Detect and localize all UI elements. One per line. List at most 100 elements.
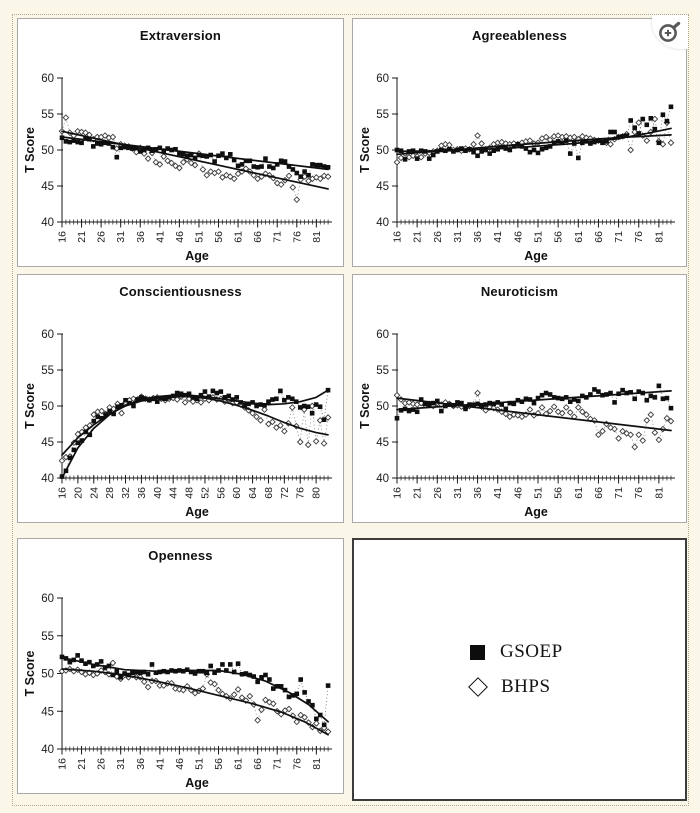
panel-neuroticism: Neuroticism 40 45 50 55 60 16 21 26 31 36 41 46 51 56…: [352, 274, 687, 523]
svg-text:61: 61: [233, 231, 245, 243]
svg-text:50: 50: [41, 669, 54, 681]
svg-text:46: 46: [512, 231, 524, 243]
svg-text:45: 45: [41, 181, 54, 193]
svg-text:Age: Age: [185, 776, 209, 790]
svg-text:31: 31: [115, 758, 127, 770]
svg-text:41: 41: [492, 487, 504, 499]
svg-text:21: 21: [412, 487, 424, 499]
svg-text:68: 68: [263, 487, 275, 499]
svg-text:Age: Age: [524, 249, 548, 263]
svg-text:40: 40: [376, 217, 389, 229]
svg-text:40: 40: [41, 744, 54, 756]
svg-text:24: 24: [88, 487, 100, 499]
svg-text:55: 55: [41, 109, 54, 121]
svg-text:76: 76: [291, 758, 303, 770]
svg-text:45: 45: [41, 706, 54, 718]
svg-text:56: 56: [553, 231, 565, 243]
chart-title: Conscientiousness: [119, 284, 242, 299]
svg-text:31: 31: [452, 231, 464, 243]
svg-text:45: 45: [41, 437, 54, 449]
legend-item-gsoep: GSOEP: [470, 641, 685, 663]
svg-text:21: 21: [76, 231, 88, 243]
svg-text:76: 76: [633, 487, 645, 499]
svg-text:61: 61: [573, 487, 585, 499]
svg-text:21: 21: [412, 231, 424, 243]
svg-text:45: 45: [376, 437, 389, 449]
svg-text:52: 52: [199, 487, 211, 499]
zoom-in-badge[interactable]: [652, 15, 688, 49]
svg-text:Age: Age: [185, 505, 209, 519]
svg-text:81: 81: [653, 487, 665, 499]
svg-text:T Score: T Score: [23, 127, 37, 173]
panel-conscientiousness: Conscientiousness 40 45 50 55 60 16 20 24 28 32 36…: [17, 274, 344, 523]
extraversion-chart: 40 45 50 55 60 16 21 26 31 36 41 46 51 56 61 66 71 76 81 Ag…: [23, 73, 332, 263]
chart-title: Neuroticism: [480, 284, 559, 299]
zoom-in-magnifier-icon: [659, 21, 681, 42]
conscientiousness-chart: 40 45 50 55 60 16 20 24 28 32 36 40 44 48 52 56 60 64 68 72…: [23, 329, 332, 519]
svg-text:71: 71: [613, 487, 625, 499]
svg-text:81: 81: [653, 231, 665, 243]
legend-label-bhps: BHPS: [501, 676, 551, 697]
svg-text:56: 56: [213, 758, 225, 770]
svg-text:16: 16: [392, 487, 404, 499]
svg-text:56: 56: [553, 487, 565, 499]
svg-text:31: 31: [452, 487, 464, 499]
svg-text:56: 56: [213, 231, 225, 243]
legend-item-bhps: BHPS: [468, 676, 685, 698]
bhps-open-diamond-icon: [468, 677, 488, 697]
svg-text:80: 80: [311, 487, 323, 499]
svg-text:20: 20: [72, 487, 84, 499]
svg-text:81: 81: [311, 758, 323, 770]
svg-text:55: 55: [376, 109, 389, 121]
svg-text:36: 36: [135, 758, 147, 770]
svg-text:45: 45: [376, 181, 389, 193]
svg-text:48: 48: [184, 487, 196, 499]
svg-text:31: 31: [115, 231, 127, 243]
legend-label-gsoep: GSOEP: [500, 641, 563, 662]
svg-text:Age: Age: [524, 505, 548, 519]
svg-text:16: 16: [57, 487, 69, 499]
svg-text:26: 26: [432, 231, 444, 243]
svg-text:40: 40: [41, 217, 54, 229]
svg-text:76: 76: [633, 231, 645, 243]
svg-text:41: 41: [492, 231, 504, 243]
svg-text:36: 36: [472, 231, 484, 243]
svg-text:36: 36: [472, 487, 484, 499]
svg-text:50: 50: [376, 401, 389, 413]
svg-text:26: 26: [96, 758, 108, 770]
svg-text:76: 76: [295, 487, 307, 499]
svg-text:60: 60: [376, 73, 389, 85]
svg-text:26: 26: [96, 231, 108, 243]
svg-text:40: 40: [152, 487, 164, 499]
svg-text:50: 50: [41, 145, 54, 157]
svg-text:60: 60: [41, 73, 54, 85]
svg-text:44: 44: [168, 487, 180, 499]
gsoep-filled-square-icon: [470, 644, 485, 660]
svg-text:71: 71: [613, 231, 625, 243]
chart-title: Extraversion: [139, 28, 222, 43]
svg-text:36: 36: [135, 231, 147, 243]
svg-text:21: 21: [76, 758, 88, 770]
chart-title: Openness: [148, 548, 213, 563]
svg-text:16: 16: [57, 758, 69, 770]
svg-text:61: 61: [233, 758, 245, 770]
svg-text:36: 36: [136, 487, 148, 499]
svg-text:60: 60: [376, 329, 389, 341]
svg-text:16: 16: [57, 231, 69, 243]
svg-text:51: 51: [533, 231, 545, 243]
svg-text:46: 46: [174, 758, 186, 770]
svg-text:51: 51: [193, 231, 205, 243]
svg-text:71: 71: [272, 758, 284, 770]
svg-text:60: 60: [231, 487, 243, 499]
svg-text:46: 46: [512, 487, 524, 499]
svg-text:41: 41: [154, 231, 166, 243]
svg-text:64: 64: [247, 487, 259, 499]
svg-text:60: 60: [41, 593, 54, 605]
svg-text:66: 66: [593, 487, 605, 499]
svg-text:51: 51: [533, 487, 545, 499]
svg-text:26: 26: [432, 487, 444, 499]
svg-text:40: 40: [41, 473, 54, 485]
svg-text:71: 71: [272, 231, 284, 243]
svg-text:55: 55: [41, 631, 54, 643]
